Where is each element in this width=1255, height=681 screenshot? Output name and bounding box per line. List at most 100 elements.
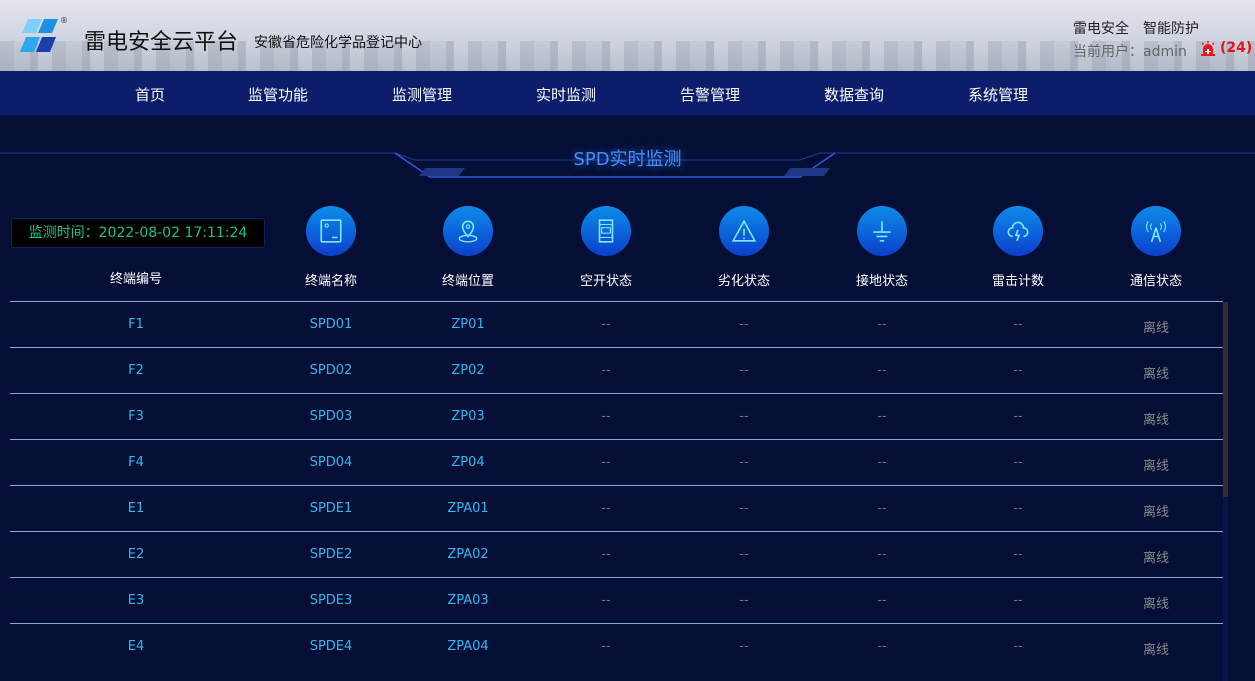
spd-table: F1 SPD01 ZP01 -- -- -- -- 离线 F2 SPD02 ZP02 -- -- -- --… (10, 301, 1223, 669)
header: ® 雷电安全云平台 安徽省危险化学品登记中心 雷电安全 智能防护 当前用户：adm… (0, 0, 1255, 71)
table-cell: -- (601, 363, 611, 378)
table-cell: E1 (127, 501, 145, 516)
warning-icon (731, 219, 757, 242)
nav-item[interactable]: 系统管理 (967, 86, 1029, 104)
table-row[interactable]: E3 SPDE3 ZPA03 -- -- -- -- 离线 (10, 577, 1223, 623)
table-cell: -- (739, 547, 749, 562)
table-cell: 离线 (1142, 413, 1170, 428)
table-cell: -- (601, 639, 611, 654)
table-cell: SPD01 (309, 317, 353, 332)
table-cell: -- (877, 409, 887, 424)
column-header: 终端编号 (109, 272, 163, 287)
location-pin-icon (458, 220, 478, 243)
table-row[interactable]: F1 SPD01 ZP01 -- -- -- -- 离线 (10, 301, 1223, 347)
main-nav: 首页 监管功能 监测管理 实时监测 告警管理 数据查询 系统管理 (0, 71, 1255, 116)
table-cell: -- (739, 593, 749, 608)
table-cell: SPD03 (309, 409, 353, 424)
table-cell: -- (739, 363, 749, 378)
table-cell: 离线 (1142, 505, 1170, 520)
table-cell: -- (1013, 363, 1023, 378)
table-cell: 离线 (1142, 643, 1170, 658)
table-cell: F3 (128, 409, 144, 424)
table-row[interactable]: F4 SPD04 ZP04 -- -- -- -- 离线 (10, 439, 1223, 485)
device-column-icon (306, 206, 356, 256)
table-cell: -- (877, 363, 887, 378)
nav-item[interactable]: 监管功能 (247, 86, 309, 104)
column-header: 雷击计数 (991, 274, 1045, 289)
breaker-column-icon (581, 206, 631, 256)
column-header: 终端名称 (304, 274, 358, 289)
table-cell: -- (739, 639, 749, 654)
ground-icon (873, 221, 891, 242)
table-row[interactable]: E4 SPDE4 ZPA04 -- -- -- -- 离线 (10, 623, 1223, 669)
table-cell: E4 (127, 639, 145, 654)
column-header: 空开状态 (579, 274, 633, 289)
monitor-time: 监测时间：2022-08-02 17:11:24 (11, 218, 265, 248)
table-cell: -- (601, 547, 611, 562)
alarm-siren-icon (1201, 40, 1215, 56)
table-row[interactable]: F3 SPD03 ZP03 -- -- -- -- 离线 (10, 393, 1223, 439)
table-cell: SPDE3 (309, 593, 353, 608)
table-cell: -- (601, 455, 611, 470)
table-cell: -- (1013, 593, 1023, 608)
section-title: SPD实时监测 (573, 149, 682, 170)
slogan: 雷电安全 智能防护 (1073, 21, 1199, 37)
table-cell: -- (601, 593, 611, 608)
section-title-decoration (0, 152, 1255, 178)
nav-item[interactable]: 监测管理 (391, 86, 453, 104)
column-header: 接地状态 (855, 274, 909, 289)
table-cell: ZPA01 (447, 501, 489, 516)
nav-item[interactable]: 实时监测 (535, 86, 597, 104)
table-cell: -- (1013, 317, 1023, 332)
table-row[interactable]: E2 SPDE2 ZPA02 -- -- -- -- 离线 (10, 531, 1223, 577)
table-cell: -- (1013, 639, 1023, 654)
table-cell: 离线 (1142, 551, 1170, 566)
nav-item[interactable]: 告警管理 (679, 86, 741, 104)
table-cell: -- (601, 409, 611, 424)
table-cell: 离线 (1142, 367, 1170, 382)
table-cell: -- (601, 501, 611, 516)
table-cell: -- (739, 409, 749, 424)
table-cell: ZPA04 (447, 639, 489, 654)
table-cell: -- (1013, 501, 1023, 516)
device-icon (320, 219, 342, 243)
signal-tower-icon (1146, 220, 1166, 243)
table-row[interactable]: F2 SPD02 ZP02 -- -- -- -- 离线 (10, 347, 1223, 393)
logo-icon (20, 19, 58, 52)
table-cell: -- (739, 317, 749, 332)
table-cell: ZP04 (451, 455, 485, 470)
table-cell: -- (739, 501, 749, 516)
table-cell: -- (601, 317, 611, 332)
column-header: 通信状态 (1129, 274, 1183, 289)
table-cell: SPD02 (309, 363, 353, 378)
table-cell: 离线 (1142, 321, 1170, 336)
table-cell: SPDE4 (309, 639, 353, 654)
alarm-count: (24) (1220, 40, 1253, 56)
table-cell: -- (877, 455, 887, 470)
table-cell: SPD04 (309, 455, 353, 470)
app-subtitle: 安徽省危险化学品登记中心 (254, 35, 422, 51)
table-cell: -- (1013, 409, 1023, 424)
scrollbar-thumb[interactable] (1223, 302, 1228, 497)
table-cell: F1 (128, 317, 144, 332)
table-cell: -- (739, 455, 749, 470)
alarm-button[interactable]: (24) (1200, 40, 1252, 56)
table-cell: -- (877, 501, 887, 516)
table-cell: 离线 (1142, 597, 1170, 612)
table-cell: F2 (128, 363, 144, 378)
signal-tower-column-icon (1131, 206, 1181, 256)
warning-column-icon (719, 206, 769, 256)
scrollbar[interactable] (1223, 302, 1228, 681)
table-cell: E2 (127, 547, 145, 562)
current-user: 当前用户：admin (1073, 44, 1187, 60)
table-cell: ZPA03 (447, 593, 489, 608)
column-header: 劣化状态 (717, 274, 771, 289)
nav-item[interactable]: 数据查询 (823, 86, 885, 104)
table-cell: -- (1013, 547, 1023, 562)
table-row[interactable]: E1 SPDE1 ZPA01 -- -- -- -- 离线 (10, 485, 1223, 531)
table-cell: 离线 (1142, 459, 1170, 474)
nav-item[interactable]: 首页 (134, 86, 166, 104)
table-cell: -- (1013, 455, 1023, 470)
lightning-cloud-column-icon (993, 206, 1043, 256)
location-pin-column-icon (443, 206, 493, 256)
